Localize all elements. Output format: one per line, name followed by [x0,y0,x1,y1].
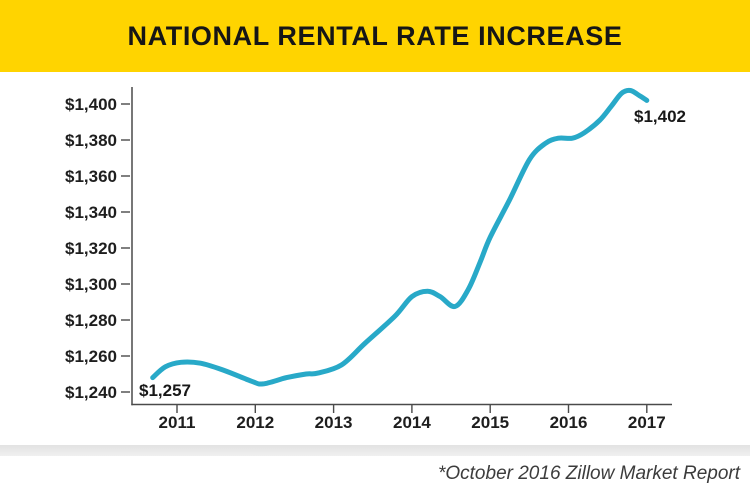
y-tick-label: $1,340 [65,203,117,222]
end-value-label: $1,402 [634,107,686,126]
y-tick-label: $1,320 [65,239,117,258]
x-axis-ticks: 2011 2012 2013 2014 2015 2016 2017 [159,405,666,432]
divider-stripe [0,445,750,456]
source-note: *October 2016 Zillow Market Report [437,463,740,484]
x-tick-label: 2011 [159,413,196,432]
title-banner: NATIONAL RENTAL RATE INCREASE [0,0,750,72]
chart-title: NATIONAL RENTAL RATE INCREASE [127,20,623,51]
x-tick-label: 2013 [315,413,353,432]
y-tick-label: $1,260 [65,347,117,366]
rate-line [150,87,650,387]
y-tick-label: $1,400 [65,95,117,114]
x-tick-label: 2016 [550,413,588,432]
x-tick-label: 2012 [236,413,274,432]
x-tick-label: 2017 [628,413,666,432]
y-tick-label: $1,300 [65,275,117,294]
y-tick-label: $1,380 [65,131,117,150]
y-tick-label: $1,280 [65,311,117,330]
y-axis-ticks: $1,240 $1,260 $1,280 $1,300 $1,320 $1,340 $1,3… [65,95,130,402]
x-tick-label: 2014 [393,413,431,432]
start-value-label: $1,257 [139,381,191,400]
y-tick-label: $1,360 [65,167,117,186]
y-tick-label: $1,240 [65,383,117,402]
x-tick-label: 2015 [471,413,509,432]
